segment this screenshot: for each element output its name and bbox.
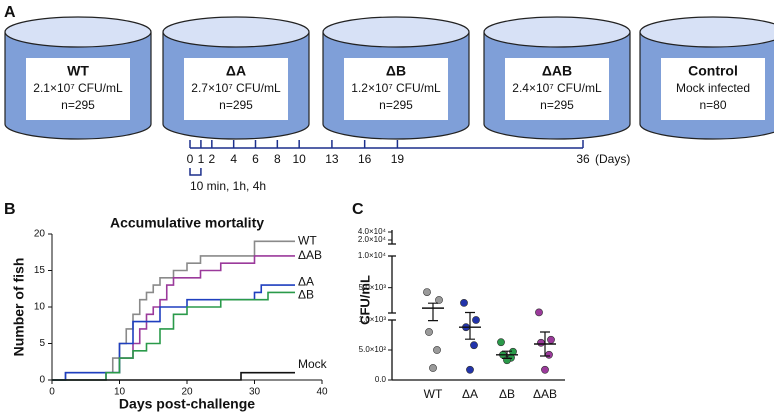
bracket-label: 10 min, 1h, 4h (190, 179, 266, 193)
data-point (425, 328, 433, 336)
series-label: WT (298, 233, 317, 247)
tank-top (162, 16, 310, 48)
error-bar (502, 350, 512, 359)
chart-title: Accumulative mortality (110, 215, 264, 231)
timeline-label: 10 (292, 152, 306, 166)
tank-top (483, 16, 631, 48)
data-point (547, 335, 555, 344)
y-tick-label: 5.0×10³ (359, 283, 387, 292)
series-label: Mock (298, 357, 328, 371)
panel-label: A (4, 4, 16, 21)
timeline-label: 6 (252, 152, 259, 166)
error-bar (428, 302, 438, 322)
timeline-unit: (Days) (595, 152, 630, 166)
x-tick-label: 40 (316, 387, 328, 398)
y-tick-label: 0.0 (375, 375, 387, 384)
bracket (189, 168, 202, 176)
tank-name: Control (688, 63, 738, 79)
series-label: ΔB (298, 288, 314, 302)
data-point (466, 365, 474, 374)
timeline-label: 16 (358, 152, 372, 166)
tank-concentration: 2.4×10⁷ CFU/mL (512, 81, 602, 95)
y-tick-label: 20 (34, 229, 46, 240)
tank-n: n=80 (699, 98, 726, 112)
panel-label: B (4, 201, 16, 218)
error-bar (465, 311, 475, 340)
x-tick-label: 20 (181, 387, 193, 398)
y-tick-label: 10 (34, 302, 46, 313)
panel-label: C (352, 201, 364, 218)
timeline-label: 0 (187, 152, 194, 166)
tank-name: ΔAB (542, 63, 572, 79)
tank-name: WT (67, 63, 89, 79)
timeline-label: 13 (325, 152, 339, 166)
x-tick-label: ΔA (462, 387, 478, 401)
step-line (52, 371, 295, 381)
tank-concentration: Mock infected (676, 81, 750, 95)
tank-name: ΔB (386, 63, 406, 79)
data-point (470, 341, 478, 350)
timeline-label: 19 (391, 152, 405, 166)
timeline-label: 2 (208, 152, 215, 166)
tank-n: n=295 (61, 98, 95, 112)
x-tick-label: ΔB (499, 387, 515, 401)
tank-n: n=295 (379, 98, 413, 112)
timeline-label: 4 (230, 152, 237, 166)
data-point (460, 298, 468, 307)
timeline-label: 36 (576, 152, 590, 166)
label-box (505, 58, 609, 120)
label-box (344, 58, 448, 120)
error-bar (540, 331, 550, 357)
x-axis-label: Days post-challenge (119, 396, 255, 412)
y-axis-label: Number of fish (11, 258, 27, 357)
tank-n: n=295 (540, 98, 574, 112)
tank-concentration: 2.1×10⁷ CFU/mL (33, 81, 123, 95)
y-tick-label: 0 (39, 375, 45, 386)
data-point (535, 308, 543, 317)
x-tick-label: ΔAB (533, 387, 557, 401)
x-tick-label: 0 (49, 387, 55, 398)
tank-concentration: 2.7×10⁷ CFU/mL (191, 81, 281, 95)
y-axis-label: CFU/mL (357, 275, 372, 325)
y-tick-label: 1.0×10³ (359, 315, 387, 324)
data-point (472, 316, 480, 324)
series-label: ΔAB (298, 248, 322, 262)
x-tick-label: 30 (249, 387, 261, 398)
label-box (26, 58, 130, 120)
y-tick-label: 4.0×10⁴ (358, 227, 387, 236)
timeline-label: 8 (274, 152, 281, 166)
series-label: ΔA (298, 274, 314, 288)
label-box (184, 58, 288, 120)
data-point (423, 288, 431, 296)
data-point (435, 296, 443, 304)
data-point (433, 346, 441, 354)
y-tick-label: 5.0×10² (359, 345, 387, 354)
step-line (52, 240, 295, 381)
y-tick-label: 2.0×10⁴ (358, 235, 387, 244)
label-box (661, 58, 765, 120)
data-point (497, 338, 505, 347)
data-point (537, 338, 545, 347)
y-tick-label: 5 (39, 338, 45, 349)
tank-concentration: 1.2×10⁷ CFU/mL (351, 81, 441, 95)
data-point (429, 364, 437, 372)
tank-top (322, 16, 470, 48)
step-line (52, 291, 295, 381)
y-tick-label: 15 (34, 265, 46, 276)
data-point (541, 365, 549, 374)
x-tick-label: WT (424, 387, 443, 401)
timeline-label: 1 (198, 152, 205, 166)
data-point (545, 350, 553, 359)
x-tick-label: 10 (114, 387, 126, 398)
tank-top (4, 16, 152, 48)
tank-name: ΔA (226, 63, 246, 79)
tank-n: n=295 (219, 98, 253, 112)
y-tick-label: 1.0×10⁴ (358, 251, 387, 260)
tank-top (639, 16, 774, 48)
